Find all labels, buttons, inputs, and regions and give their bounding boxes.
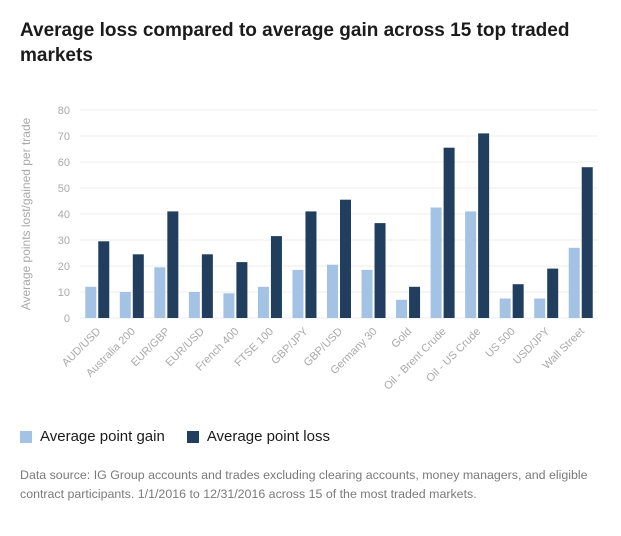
bar-loss-5: [270, 236, 282, 318]
source-note: Data source: IG Group accounts and trade…: [20, 468, 588, 501]
y-tick-label: 20: [58, 261, 70, 273]
bar-loss-10: [443, 147, 455, 318]
bar-gain-0: [85, 286, 97, 318]
y-axis-label: Average points lost/gained per trade: [19, 117, 33, 310]
bar-loss-7: [340, 199, 351, 318]
bar-gain-3: [188, 292, 200, 318]
bar-gain-8: [361, 269, 373, 318]
legend: Average point gain Average point loss: [20, 428, 352, 445]
y-tick-label: 30: [58, 235, 70, 247]
bar-gain-6: [292, 269, 304, 318]
y-tick-label: 80: [58, 105, 70, 117]
bar-loss-1: [132, 254, 144, 318]
legend-item-gain: Average point gain: [20, 428, 165, 445]
bar-gain-9: [396, 299, 408, 318]
gridlines: [80, 109, 598, 319]
x-tick-label: Gold: [389, 326, 414, 351]
legend-label-gain: Average point gain: [40, 428, 165, 445]
chart-title: Average loss compared to average gain ac…: [20, 20, 570, 66]
bar-loss-6: [305, 211, 317, 318]
y-tick-label: 40: [58, 209, 70, 221]
legend-swatch-gain: [20, 430, 32, 443]
bar-loss-12: [512, 284, 524, 318]
legend-item-loss: Average point loss: [186, 428, 330, 445]
x-tick-label: Oil - Brent Crude: [382, 326, 449, 393]
bar-loss-8: [374, 223, 386, 318]
bar-gain-11: [465, 211, 477, 318]
bar-loss-0: [98, 241, 110, 318]
bar-gain-4: [223, 293, 235, 318]
bar-gain-7: [327, 264, 338, 318]
bar-gain-14: [568, 247, 580, 318]
bar-gain-10: [430, 207, 442, 318]
x-tick-label: US 500: [483, 326, 517, 360]
y-tick-label: 10: [58, 287, 70, 299]
y-tick-label: 60: [58, 157, 70, 169]
bar-loss-11: [478, 133, 490, 318]
legend-label-loss: Average point loss: [206, 428, 330, 445]
bar-loss-4: [236, 262, 248, 318]
bar-loss-2: [167, 211, 179, 318]
bar-gain-12: [499, 298, 511, 318]
y-tick-label: 0: [64, 313, 70, 325]
bar-gain-1: [119, 292, 131, 318]
bar-loss-14: [581, 167, 593, 318]
bar-gain-5: [257, 286, 269, 318]
legend-swatch-loss: [186, 430, 199, 443]
bar-gain-2: [154, 267, 166, 318]
y-tick-label: 50: [58, 183, 70, 195]
bars: [85, 133, 593, 318]
y-tick-label: 70: [58, 131, 70, 143]
bar-loss-13: [547, 268, 559, 318]
bar-loss-9: [409, 286, 421, 318]
bar-gain-13: [534, 298, 546, 318]
y-axis-ticks: 0 10 20 30 40 50 60 70 80: [58, 105, 70, 325]
bar-loss-3: [201, 254, 213, 318]
